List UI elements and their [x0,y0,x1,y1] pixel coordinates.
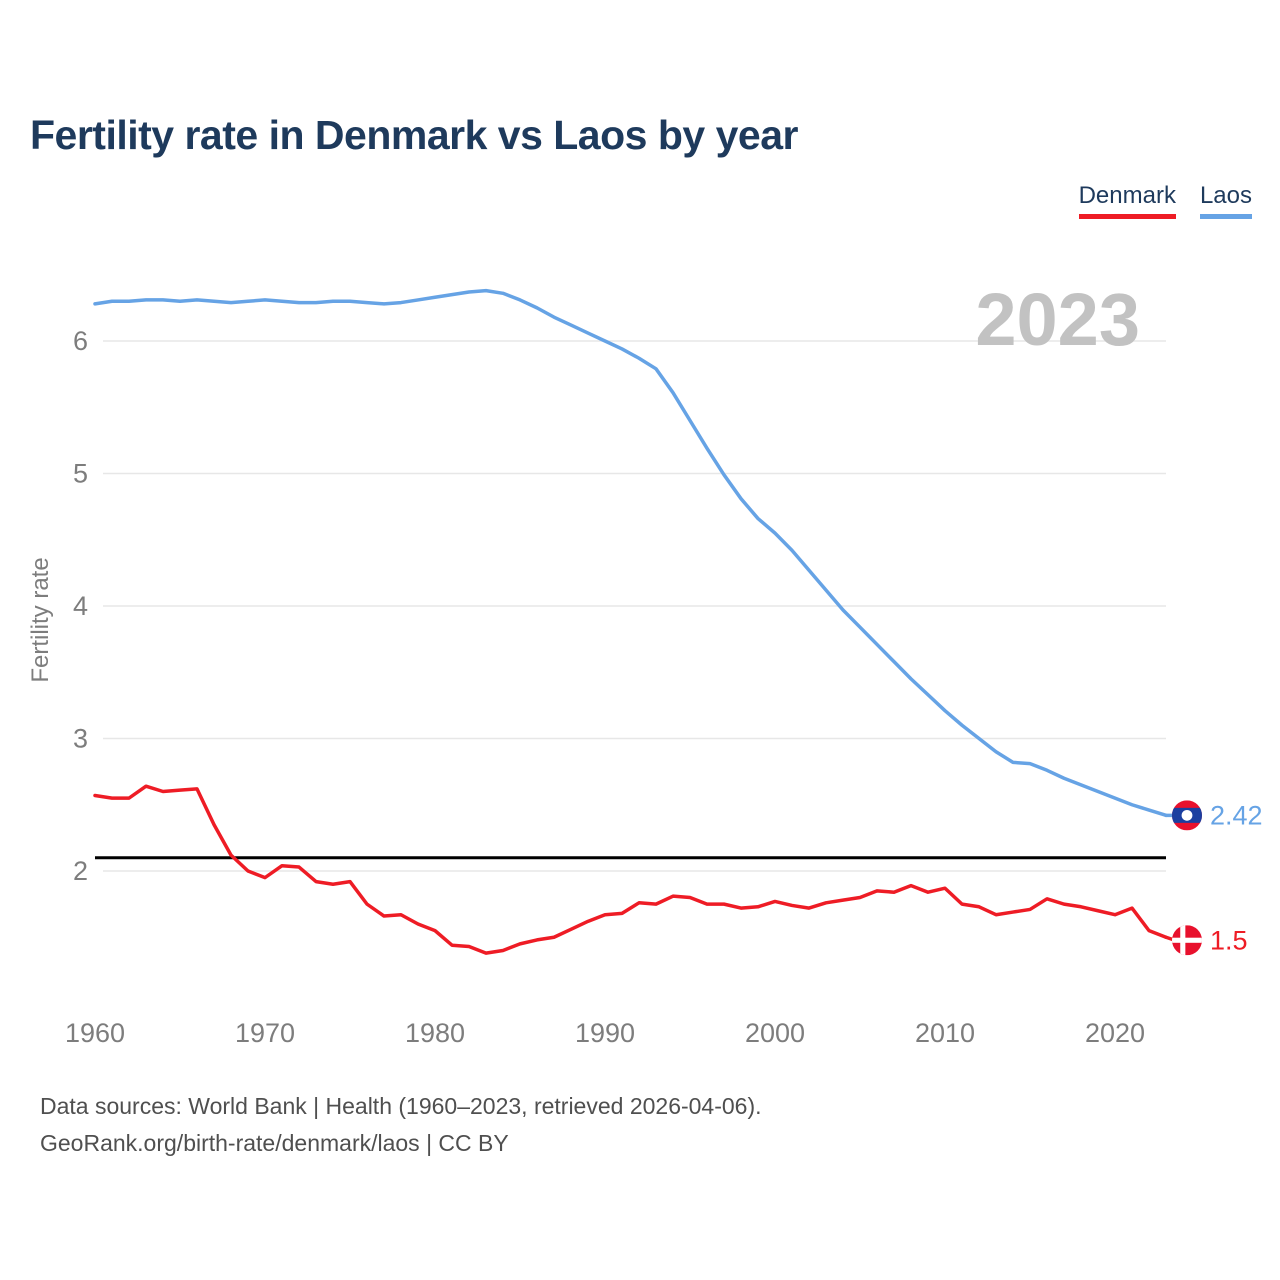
y-tick-label-4: 4 [73,591,88,621]
laos-line [93,288,1168,818]
footer-sources-line: Data sources: World Bank | Health (1960–… [40,1093,762,1119]
laos-end-value-label: 2.42 [1210,800,1263,830]
legend: Denmark Laos [1078,184,1252,219]
x-tick-label-2000: 2000 [745,1018,805,1048]
x-tick-label-1970: 1970 [235,1018,295,1048]
laos-flag-marker [1172,800,1202,831]
footer-attribution-line: GeoRank.org/birth-rate/denmark/laos | CC… [40,1130,509,1156]
denmark-line [93,784,1168,955]
legend-item-denmark[interactable]: Denmark [1078,184,1176,219]
y-tick-label-2: 2 [73,856,88,886]
y-tick-label-5: 5 [73,459,88,489]
footer: Data sources: World Bank | Health (1960–… [40,1088,762,1162]
x-tick-label-1980: 1980 [405,1018,465,1048]
x-tick-label-2010: 2010 [915,1018,975,1048]
y-tick-label-3: 3 [73,724,88,754]
denmark-end-value-label: 1.5 [1210,925,1248,955]
x-tick-label-1960: 1960 [65,1018,125,1048]
x-tick-label-1990: 1990 [575,1018,635,1048]
denmark-flag-marker [1172,925,1202,956]
legend-item-laos[interactable]: Laos [1199,184,1252,219]
y-axis-label: Fertility rate [27,557,54,682]
x-tick-label-2020: 2020 [1085,1018,1145,1048]
year-watermark: 2023 [975,278,1140,361]
y-tick-label-6: 6 [73,326,88,356]
chart-title: Fertility rate in Denmark vs Laos by yea… [30,112,798,158]
